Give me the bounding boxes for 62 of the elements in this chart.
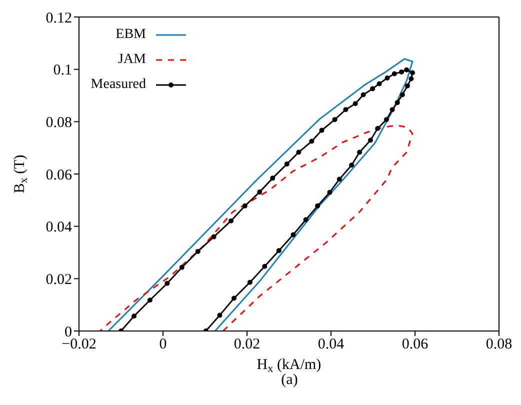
point (408, 76, 414, 82)
point (400, 92, 405, 98)
y-tick-label: 0.06 (46, 167, 72, 184)
point (270, 176, 276, 181)
point (257, 190, 262, 195)
point (228, 218, 234, 224)
legend-label: JAM (118, 52, 146, 68)
point (211, 234, 216, 240)
legend-label: EBM (116, 26, 146, 42)
point (247, 280, 252, 285)
x-tick-label: 0.08 (486, 336, 512, 353)
point (375, 126, 380, 131)
x-tick-label: 0.02 (234, 336, 260, 353)
point (332, 117, 338, 122)
point (179, 264, 184, 270)
point (276, 248, 282, 254)
point (384, 75, 390, 80)
point (368, 138, 373, 143)
y-tick-label: 0.04 (46, 220, 72, 236)
x-tick-label: 0.04 (318, 336, 345, 353)
point (319, 128, 324, 133)
point (309, 138, 314, 144)
point (147, 298, 152, 303)
point (399, 69, 404, 74)
point (352, 101, 358, 106)
y-tick-label: 0.08 (46, 114, 72, 131)
point (370, 86, 376, 92)
line-series (99, 124, 414, 331)
x-tick-label: 0.06 (402, 336, 429, 353)
y-tick-label: 0.1 (53, 62, 72, 79)
point (404, 67, 410, 72)
point (164, 280, 170, 286)
point (390, 107, 395, 112)
point (262, 264, 268, 269)
point (284, 162, 290, 167)
point (327, 190, 332, 195)
point (217, 312, 222, 318)
point (231, 296, 236, 301)
point (303, 217, 308, 222)
y-tick-label: 0.02 (46, 272, 72, 288)
point (394, 100, 400, 106)
point (195, 248, 200, 254)
point (242, 203, 248, 208)
y-tick-label: 0.12 (46, 10, 72, 26)
point (132, 314, 137, 319)
point (376, 81, 382, 86)
x-tick-label: 0 (159, 336, 167, 353)
point (404, 83, 410, 88)
legend-label: Measured (90, 76, 146, 92)
text: (a) (281, 372, 298, 388)
point (357, 150, 362, 155)
point (360, 92, 366, 98)
point (349, 162, 354, 168)
point (336, 176, 342, 182)
point (384, 117, 389, 122)
point (410, 70, 415, 76)
point (290, 232, 296, 238)
point (296, 150, 302, 155)
x-axis-title: H$_{x}$ (kA/m) (256, 357, 322, 375)
point (392, 71, 397, 76)
point (343, 107, 348, 112)
point (315, 203, 320, 208)
